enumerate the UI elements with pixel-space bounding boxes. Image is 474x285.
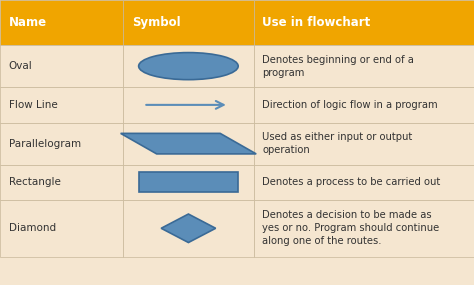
Bar [123, 87, 254, 123]
Bar [254, 45, 474, 87]
Bar [123, 123, 254, 165]
Text: Denotes beginning or end of a
program: Denotes beginning or end of a program [262, 55, 414, 78]
Text: Denotes a process to be carried out: Denotes a process to be carried out [262, 177, 440, 188]
Bar [254, 87, 474, 123]
Bar [254, 0, 474, 45]
Text: Rectangle: Rectangle [9, 177, 60, 188]
Bar [0, 165, 123, 200]
Text: Parallelogram: Parallelogram [9, 139, 81, 149]
Bar [0, 45, 123, 87]
Bar [138, 172, 238, 192]
Text: Direction of logic flow in a program: Direction of logic flow in a program [262, 100, 438, 110]
Text: Name: Name [9, 16, 46, 29]
Bar [254, 165, 474, 200]
Text: Diamond: Diamond [9, 223, 55, 233]
Ellipse shape [139, 52, 238, 80]
Text: Oval: Oval [9, 61, 32, 71]
Bar [0, 123, 123, 165]
Bar [123, 200, 254, 256]
Text: Flow Line: Flow Line [9, 100, 57, 110]
Text: Symbol: Symbol [132, 16, 181, 29]
Text: Used as either input or output
operation: Used as either input or output operation [262, 132, 412, 155]
Bar [123, 45, 254, 87]
Text: Denotes a decision to be made as
yes or no. Program should continue
along one of: Denotes a decision to be made as yes or … [262, 211, 439, 246]
Bar [254, 123, 474, 165]
Text: Use in flowchart: Use in flowchart [262, 16, 370, 29]
Bar [0, 200, 123, 256]
Bar [0, 87, 123, 123]
Polygon shape [161, 214, 216, 243]
Polygon shape [120, 133, 256, 154]
Bar [0, 0, 123, 45]
Bar [123, 165, 254, 200]
Bar [254, 200, 474, 256]
Bar [123, 0, 254, 45]
